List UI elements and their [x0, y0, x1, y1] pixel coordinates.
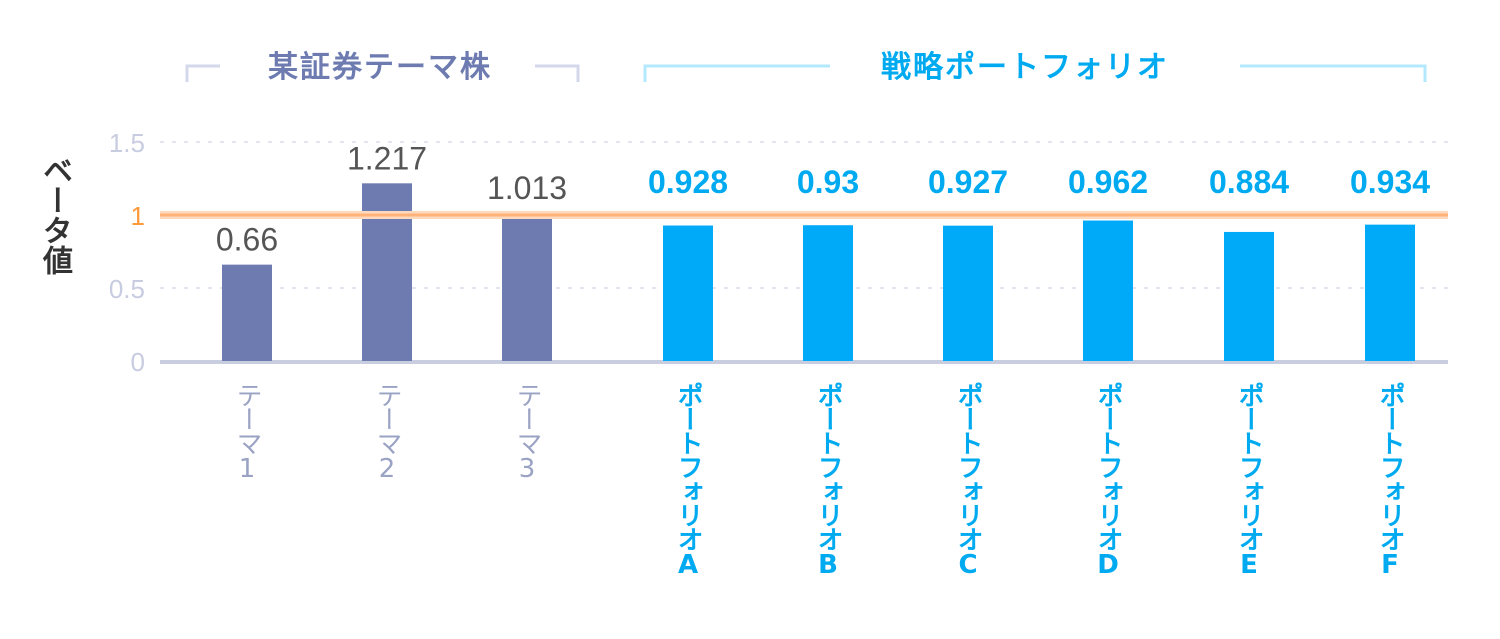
group-bracket-right	[535, 64, 580, 82]
bar	[1365, 224, 1415, 361]
bar	[663, 225, 713, 361]
y-tick-label: 1.5	[109, 128, 145, 158]
bar	[943, 225, 993, 361]
x-tick-label: ポートフォリオA	[673, 382, 703, 578]
x-tick-label: ポートフォリオC	[953, 382, 983, 578]
bar	[362, 183, 412, 361]
x-tick-label: テーマ2	[372, 382, 402, 482]
x-tick-label: ポートフォリオB	[813, 382, 843, 578]
y-tick-label: 0.5	[109, 274, 145, 304]
x-tick-label: ポートフォリオD	[1093, 382, 1123, 578]
bar	[222, 264, 272, 361]
data-label: 1.217	[347, 140, 427, 176]
data-label: 0.927	[928, 164, 1008, 200]
data-label: 0.962	[1068, 164, 1148, 200]
data-label: 0.93	[797, 164, 859, 200]
bar	[1083, 220, 1133, 361]
data-label: 1.013	[487, 170, 567, 206]
y-tick-label: 0	[131, 347, 145, 377]
group-bracket-left	[643, 64, 830, 82]
data-label: 0.66	[216, 222, 278, 258]
bar	[1224, 231, 1274, 361]
y-axis-label: ベータ値	[37, 155, 72, 275]
data-label: 0.928	[648, 164, 728, 200]
group-header-strategy-portfolio: 戦略ポートフォリオ	[881, 50, 1169, 85]
y-tick-label: 1	[131, 201, 145, 231]
group-bracket-left	[185, 64, 220, 82]
group-header-theme-stocks: 某証券テーマ株	[268, 50, 492, 85]
group-bracket-right	[1240, 64, 1427, 82]
x-tick-label: ポートフォリオF	[1375, 382, 1405, 578]
x-tick-label: テーマ3	[512, 382, 542, 482]
bar	[502, 213, 552, 361]
data-label: 0.884	[1209, 164, 1289, 200]
x-tick-label: テーマ1	[232, 382, 262, 482]
data-label: 0.934	[1350, 164, 1430, 200]
bar	[803, 225, 853, 361]
x-tick-label: ポートフォリオE	[1234, 382, 1264, 578]
